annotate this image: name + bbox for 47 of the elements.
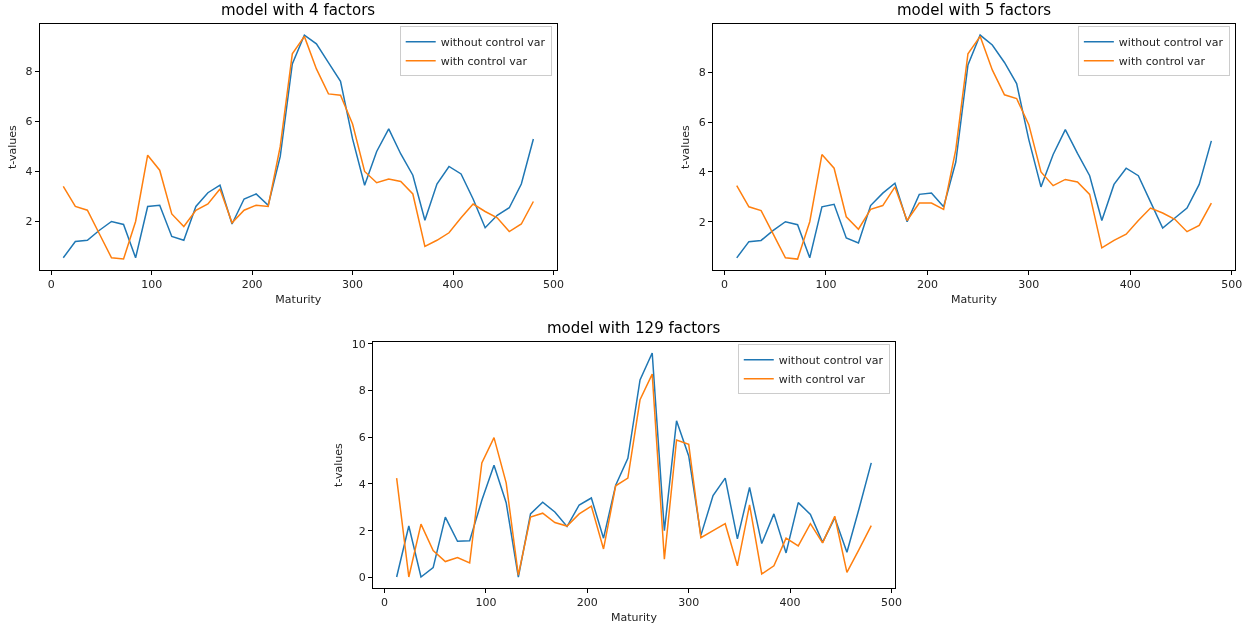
y-tick-label: 6 (25, 115, 33, 129)
x-axis-title: Maturity (951, 292, 998, 306)
x-tick-label: 500 (542, 278, 564, 292)
x-tick-label: 200 (576, 596, 598, 610)
legend-label: with control var (440, 55, 528, 69)
y-axis-title: t-values (332, 442, 346, 487)
x-tick-label: 500 (881, 596, 903, 610)
x-tick-label: 0 (47, 278, 55, 292)
y-tick-label: 8 (698, 66, 706, 80)
y-tick-label: 8 (25, 65, 33, 79)
x-tick-label: 500 (1221, 278, 1243, 292)
x-tick-label: 400 (1119, 278, 1141, 292)
x-tick-label: 0 (380, 596, 388, 610)
legend-label: without control var (778, 354, 884, 368)
y-tick-label: 8 (358, 384, 366, 398)
x-tick-label: 100 (815, 278, 837, 292)
y-tick-label: 4 (25, 165, 33, 179)
x-tick-label: 200 (241, 278, 263, 292)
y-tick-label: 2 (25, 215, 33, 229)
y-axis-title: t-values (679, 124, 693, 169)
legend-label: without control var (1118, 36, 1224, 50)
y-tick-label: 2 (698, 215, 706, 229)
legend-label: with control var (1118, 55, 1206, 69)
y-tick-label: 0 (358, 571, 366, 585)
y-tick-label: 4 (358, 477, 366, 491)
chart-title: model with 129 factors (547, 319, 721, 337)
chart-title: model with 5 factors (897, 1, 1052, 19)
y-tick-label: 6 (358, 431, 366, 445)
x-tick-label: 400 (442, 278, 464, 292)
x-tick-label: 400 (779, 596, 801, 610)
x-tick-label: 300 (342, 278, 364, 292)
chart-title: model with 4 factors (221, 1, 376, 19)
y-tick-label: 6 (698, 116, 706, 130)
x-tick-label: 100 (141, 278, 163, 292)
x-axis-title: Maturity (275, 292, 322, 306)
y-tick-label: 4 (698, 165, 706, 179)
x-tick-label: 200 (916, 278, 938, 292)
x-tick-label: 100 (475, 596, 497, 610)
y-tick-label: 2 (358, 524, 366, 538)
x-tick-label: 300 (1018, 278, 1040, 292)
legend-label: with control var (778, 373, 866, 387)
x-tick-label: 0 (721, 278, 729, 292)
x-tick-label: 300 (678, 596, 700, 610)
x-axis-title: Maturity (610, 610, 658, 624)
y-axis-title: t-values (6, 124, 20, 169)
legend-label: without control var (440, 36, 546, 50)
y-tick-label: 10 (351, 337, 366, 351)
